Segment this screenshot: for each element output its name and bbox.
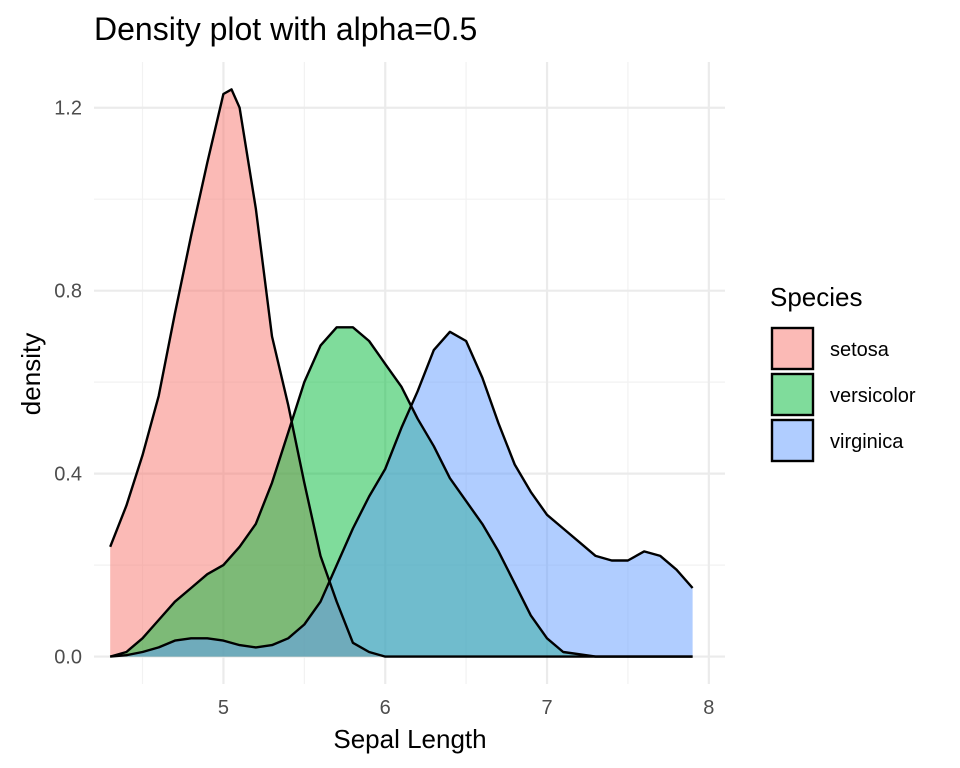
legend-key-versicolor bbox=[770, 372, 815, 417]
y-tick-label: 1.2 bbox=[54, 98, 82, 120]
legend-label-versicolor: versicolor bbox=[830, 385, 916, 407]
density-area-virginica bbox=[110, 331, 693, 657]
legend-entries: setosa versicolor virginica bbox=[770, 326, 916, 463]
legend-key-setosa bbox=[770, 326, 815, 371]
legend-label-setosa: setosa bbox=[830, 339, 890, 361]
x-tick-label: 8 bbox=[703, 697, 714, 719]
y-tick-label: 0.8 bbox=[54, 281, 82, 303]
legend-label-virginica: virginica bbox=[830, 431, 904, 453]
legend-key-virginica bbox=[770, 418, 815, 463]
x-tick-label: 6 bbox=[380, 697, 391, 719]
x-axis-title: Sepal Length bbox=[333, 724, 486, 754]
density-areas bbox=[109, 88, 694, 658]
legend-title: Species bbox=[770, 282, 863, 312]
density-line-setosa bbox=[109, 88, 693, 658]
x-tick-label: 7 bbox=[541, 697, 552, 719]
x-tick-label: 5 bbox=[218, 697, 229, 719]
y-tick-label: 0.0 bbox=[54, 647, 82, 669]
y-axis-title: density bbox=[16, 333, 46, 415]
y-tick-label: 0.4 bbox=[54, 464, 82, 486]
legend: Species setosa versicolor virginica bbox=[770, 282, 916, 463]
density-area-setosa bbox=[110, 89, 693, 657]
density-line-versicolor bbox=[109, 326, 693, 658]
tick-labels: 5 6 7 8 0.0 0.4 0.8 1.2 bbox=[54, 98, 714, 719]
chart-title: Density plot with alpha=0.5 bbox=[94, 11, 477, 47]
density-line-virginica bbox=[110, 330, 694, 658]
